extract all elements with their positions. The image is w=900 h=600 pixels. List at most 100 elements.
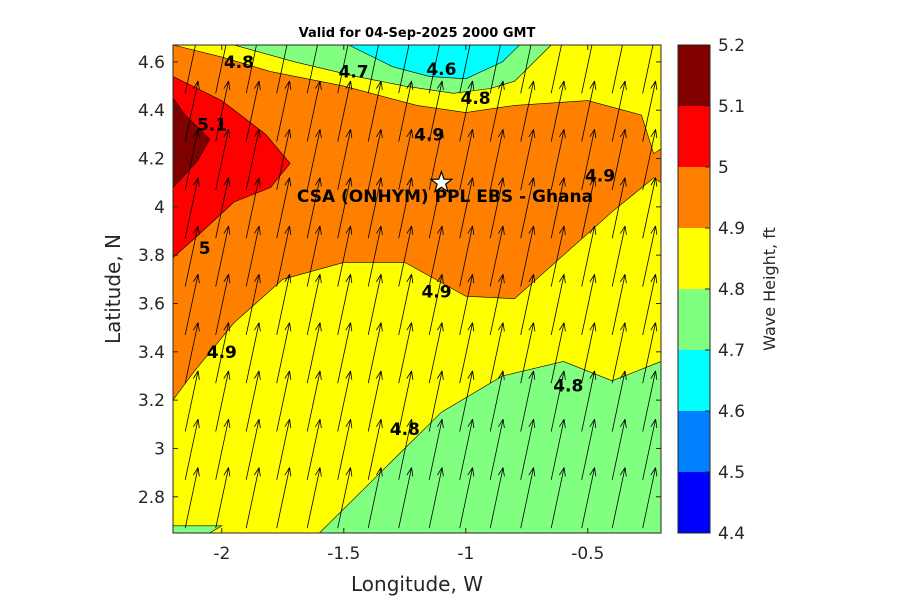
wave-direction-arrow [611,370,627,432]
colorbar-tick-label: 4.4 [718,524,745,544]
y-tick-label: 3.4 [138,343,165,363]
contour-label: 4.9 [207,343,237,363]
wave-direction-arrow [398,225,414,287]
wave-direction-arrow [245,370,261,432]
wave-direction-arrow [398,80,414,142]
wave-direction-arrow [184,322,200,384]
wave-direction-arrow [611,80,627,142]
wave-direction-arrow [489,418,505,480]
wave-direction-arrow [459,129,475,191]
colorbar-tick-label: 4.8 [718,280,745,300]
wave-direction-arrow [215,177,231,239]
wave-direction-arrow [337,80,353,142]
wave-direction-arrow [398,467,414,529]
contour-label: 4.8 [390,420,420,440]
wave-direction-arrow [398,370,414,432]
wave-direction-arrow [520,274,536,335]
wave-direction-arrow [276,274,292,335]
wave-direction-arrow [398,45,410,94]
wave-direction-arrow [276,322,292,384]
wave-direction-arrow [611,129,627,191]
wave-direction-arrow [276,418,292,480]
wave-direction-arrow [520,177,536,239]
wave-direction-arrow [642,45,654,94]
colorbar-tick-label: 5.1 [718,97,745,117]
wave-direction-arrow [245,80,261,142]
wave-direction-arrow [184,177,200,239]
wave-direction-arrow [428,322,444,384]
wave-direction-arrow [550,45,562,94]
wave-direction-arrow [489,225,505,287]
wave-direction-arrow [337,467,353,529]
contour-label: 4.8 [553,377,583,397]
wave-direction-arrow [489,45,501,94]
wave-direction-arrow [276,225,292,287]
wave-direction-arrow [398,322,414,384]
wave-direction-arrow [611,177,627,239]
wave-direction-arrow [215,274,231,335]
wave-direction-arrow [215,225,231,287]
wave-direction-arrow [550,80,566,142]
wave-direction-arrow [184,225,200,287]
wave-direction-arrow [489,322,505,384]
wave-direction-arrow [215,45,227,94]
wave-direction-arrow [489,467,505,529]
contour-label: 4.9 [585,166,615,186]
wave-direction-arrow [581,45,583,46]
wave-direction-arrow [642,418,658,480]
wave-direction-arrow [459,418,475,480]
chart-title: Valid for 04-Sep-2025 2000 GMT [299,26,536,41]
wave-direction-arrow [276,80,292,142]
wave-direction-arrow [611,467,627,529]
wave-direction-arrow [611,274,627,335]
x-tick-label: -1 [457,544,474,564]
contour-label: 5.1 [197,116,227,136]
wave-direction-arrow [215,467,231,529]
wave-direction-arrow [215,418,231,480]
plot-frame [172,44,662,534]
wave-direction-arrow [246,45,247,46]
wave-direction-arrow [642,370,658,432]
y-tick-label: 2.8 [138,488,165,508]
wave-direction-arrow [276,467,292,529]
wave-direction-arrow [215,129,231,191]
wave-direction-arrow [520,80,536,142]
wave-direction-arrow [306,370,322,432]
wave-direction-arrow [398,177,414,239]
colorbar-tick-label: 5.2 [718,36,745,56]
colorbar: 4.4 4.5 4.6 4.7 4.8 4.9 5 5.1 5.2 [677,36,745,544]
wave-direction-arrow [184,129,200,191]
wave-direction-arrow [306,45,318,94]
colorbar-tick-label: 4.9 [718,219,745,239]
wave-direction-arrow [489,177,505,239]
wave-direction-arrow [367,274,383,335]
wave-direction-arrow [459,80,475,142]
colorbar-swatch [678,106,710,167]
wave-direction-arrow [245,418,261,480]
wave-direction-arrow [215,322,231,384]
y-tick-label: 3.2 [138,391,165,411]
wave-direction-arrow [185,45,186,46]
wave-direction-arrow [551,45,552,46]
wave-direction-arrow [367,129,383,191]
wave-direction-arrow [642,80,658,142]
wave-direction-arrow [520,370,536,432]
wave-direction-arrow [276,370,292,432]
contour-label: 4.7 [338,63,368,83]
wave-direction-arrow [428,45,440,94]
wave-direction-arrow [398,418,414,480]
wave-direction-arrow [215,370,231,432]
wave-direction-arrow [489,274,505,335]
wave-direction-arrow [337,225,353,287]
wave-direction-arrow [520,418,536,480]
colorbar-swatch [678,45,710,106]
wave-direction-arrow [642,129,658,191]
wave-direction-arrow [581,467,597,529]
wave-direction-arrow [428,467,444,529]
wave-direction-arrow [611,45,623,94]
wave-direction-arrow [612,45,613,46]
wave-direction-arrow [611,418,627,480]
contour-label: 5 [199,239,211,259]
wave-direction-arrow [459,274,475,335]
